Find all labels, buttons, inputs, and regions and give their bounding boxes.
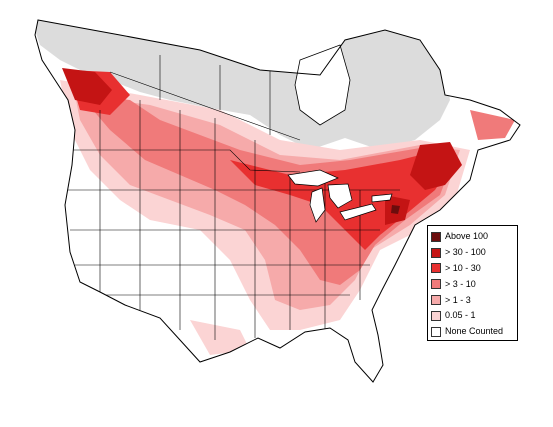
legend-swatch [431, 263, 441, 274]
legend-label: > 30 - 100 [445, 247, 486, 258]
legend-item: Above 100 [431, 229, 517, 245]
hudson-bay [294, 44, 351, 126]
coastline-outline [34, 19, 521, 383]
legend-item: 0.05 - 1 [431, 308, 517, 324]
uncounted-north-region [35, 20, 450, 150]
legend-item: > 10 - 30 [431, 261, 517, 277]
great-lakes [287, 169, 393, 223]
legend-item: > 30 - 100 [431, 245, 517, 261]
legend-swatch [431, 279, 441, 290]
legend-label: None Counted [445, 326, 504, 337]
abundance-zone-highest [391, 205, 400, 214]
legend-swatch [431, 310, 441, 321]
legend-item: None Counted [431, 324, 517, 340]
legend: Above 100 > 30 - 100 > 10 - 30 > 3 - 10 > 1 … [427, 225, 518, 341]
boundary-lines [60, 55, 400, 340]
legend-item: > 1 - 3 [431, 292, 517, 308]
legend-label: 0.05 - 1 [445, 310, 476, 321]
legend-label: > 1 - 3 [445, 294, 471, 305]
legend-swatch [431, 295, 441, 306]
legend-label: > 3 - 10 [445, 278, 476, 289]
legend-label: > 10 - 30 [445, 262, 481, 273]
legend-swatch [431, 247, 441, 258]
legend-swatch [431, 231, 441, 242]
legend-label: Above 100 [445, 231, 489, 242]
legend-item: > 3 - 10 [431, 276, 517, 292]
legend-swatch [431, 326, 441, 337]
